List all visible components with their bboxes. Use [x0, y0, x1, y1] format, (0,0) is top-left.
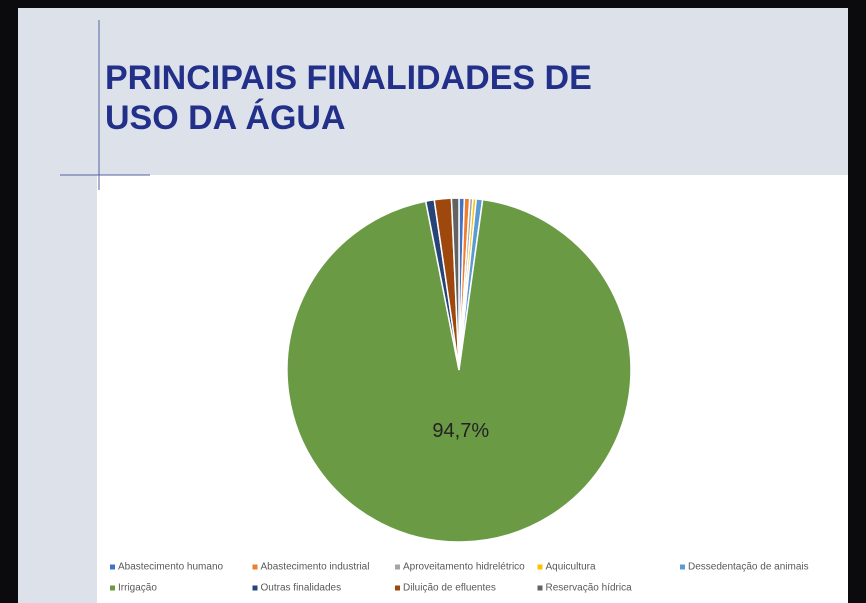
legend-marker — [110, 564, 115, 570]
legend-label: Dessedentação de animais — [688, 562, 809, 573]
legend-label: Diluição de efluentes — [403, 583, 496, 594]
legend-label: Irrigação — [118, 583, 157, 594]
legend-label: Outras finalidades — [261, 583, 342, 594]
legend-label: Abastecimento industrial — [261, 562, 370, 573]
value-label: 94,7% — [432, 420, 489, 442]
legend-label: Aquicultura — [546, 562, 596, 573]
legend-marker — [395, 585, 400, 591]
legend-label: Reservação hídrica — [546, 583, 633, 594]
legend-marker — [252, 564, 258, 570]
legend-marker — [110, 585, 115, 591]
legend-marker — [395, 564, 400, 570]
pie-slice — [286, 198, 632, 543]
legend-label: Abastecimento humano — [118, 562, 224, 573]
legend-marker — [680, 564, 685, 570]
chart-title: PRINCIPAIS FINALIDADES DE USO DA ÁGUA — [105, 59, 592, 137]
legend-marker — [537, 564, 543, 570]
pie-slice — [450, 197, 460, 371]
legend-marker — [252, 585, 258, 591]
legend-marker — [537, 585, 543, 591]
legend-label: Aproveitamento hidrelétrico — [403, 562, 525, 573]
